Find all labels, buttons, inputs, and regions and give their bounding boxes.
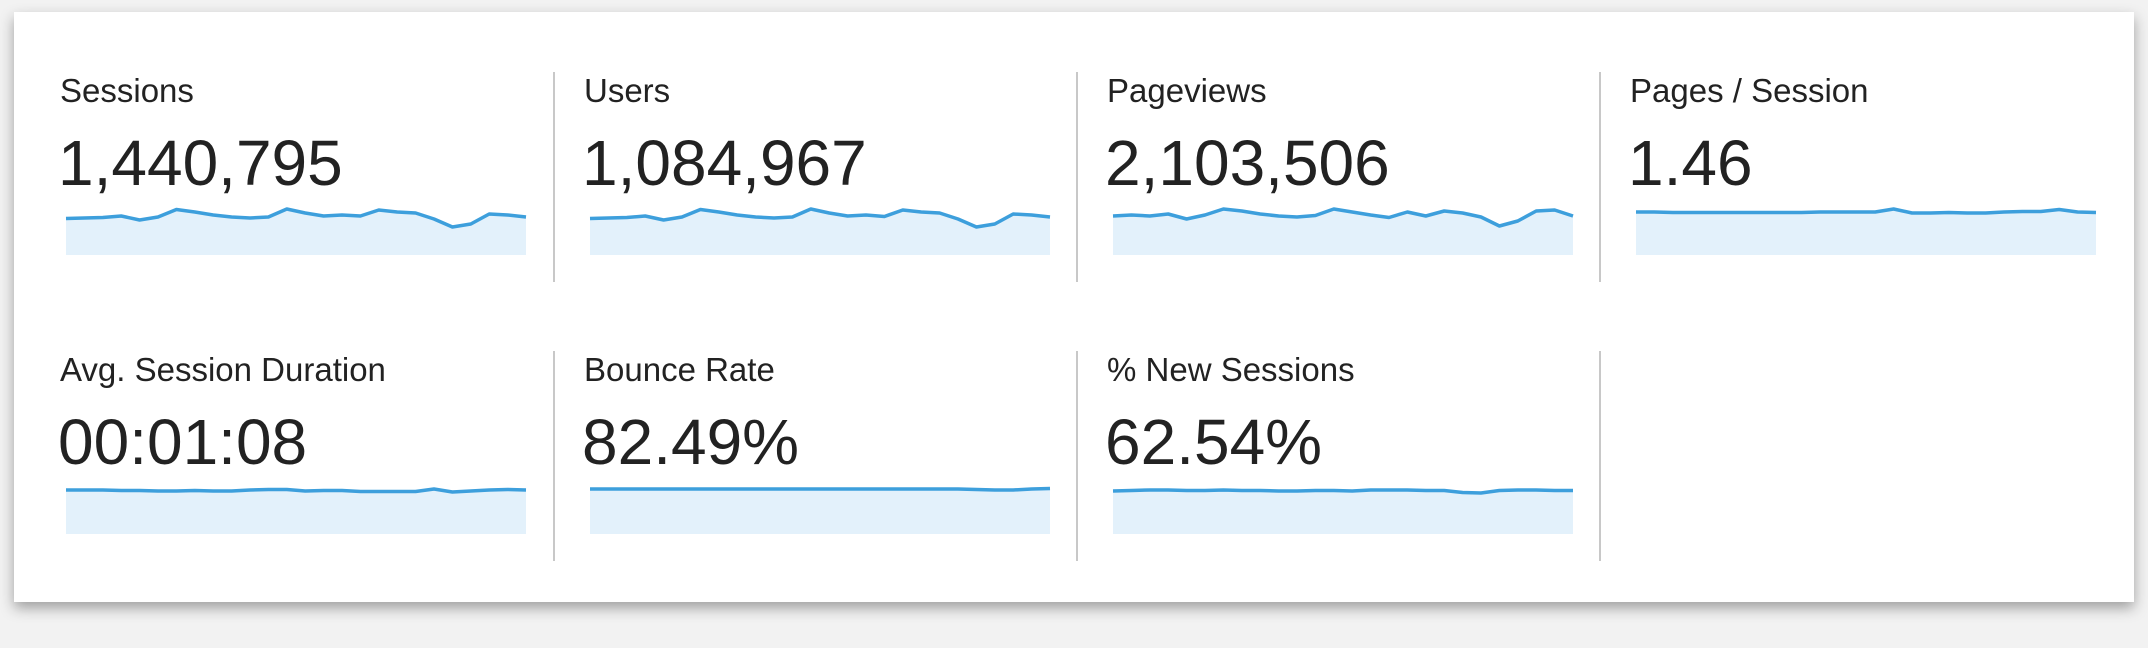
sparkline-line (66, 487, 527, 494)
sparkline-line (65, 207, 527, 229)
metric-value: 1.46 (1628, 127, 1753, 199)
sparkline-line (589, 207, 1051, 229)
metric-label: Sessions (60, 72, 194, 109)
metric-label: Users (584, 72, 670, 109)
metric-label: % New Sessions (1107, 351, 1355, 388)
metric-value: 1,440,795 (58, 127, 343, 199)
metric-tile: % New Sessions 62.54% (1105, 351, 1573, 534)
metric-label: Pages / Session (1630, 72, 1868, 109)
metric-label: Bounce Rate (584, 351, 775, 388)
metric-tile: Users 1,084,967 (582, 72, 1051, 255)
metric-value: 2,103,506 (1105, 127, 1390, 199)
metric-tile: Pageviews 2,103,506 (1105, 72, 1574, 255)
metric-value: 82.49% (582, 406, 799, 478)
sparkline-area (1113, 209, 1573, 255)
metric-tile: Avg. Session Duration 00:01:08 (58, 351, 527, 534)
metric-label: Avg. Session Duration (60, 351, 386, 388)
sparkline-area (1636, 209, 2096, 255)
metric-value: 00:01:08 (58, 406, 307, 478)
metric-tile: Bounce Rate 82.49% (582, 351, 1051, 534)
sparkline-line (590, 486, 1051, 492)
metric-value: 62.54% (1105, 406, 1322, 478)
dividers (553, 72, 1601, 561)
metric-value: 1,084,967 (582, 127, 867, 199)
metric-label: Pageviews (1107, 72, 1267, 109)
metric-tile: Pages / Session 1.46 (1628, 72, 2097, 255)
sparkline-area (66, 489, 526, 534)
sparkline-line (1112, 207, 1574, 228)
sparkline-line (1636, 207, 2097, 215)
sparkline-line (1112, 488, 1573, 495)
sparkline-area (1113, 490, 1573, 534)
metric-tile: Sessions 1,440,795 (58, 72, 527, 255)
sparkline-area (590, 488, 1050, 534)
sparkline-area (590, 209, 1050, 255)
sparkline-area (66, 209, 526, 255)
